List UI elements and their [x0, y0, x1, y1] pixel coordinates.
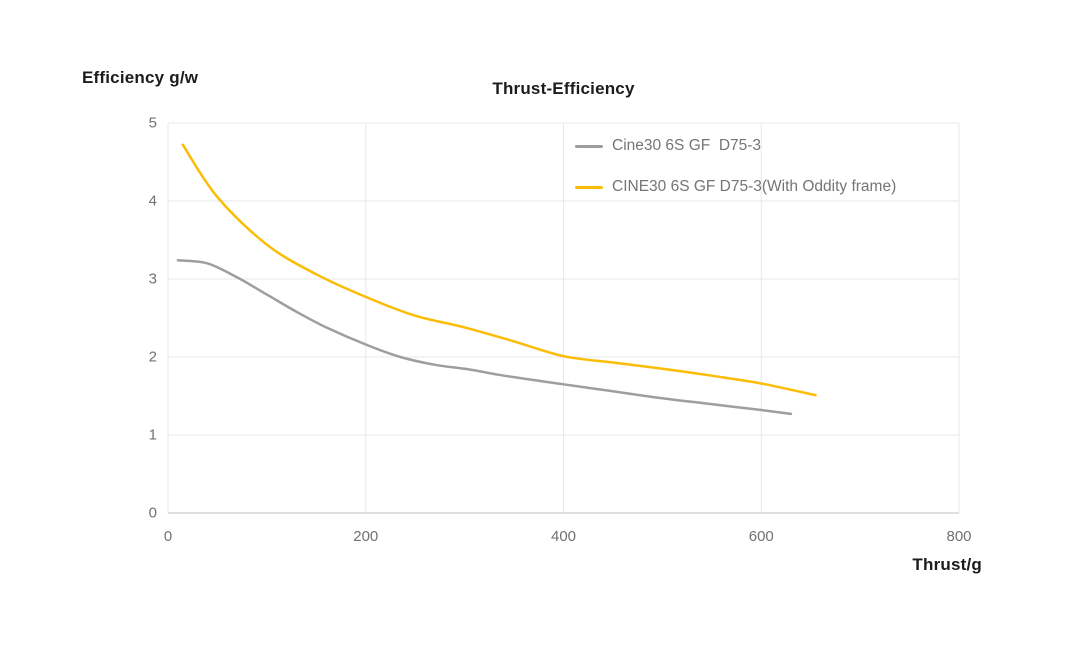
- x-tick-label: 0: [163, 528, 173, 545]
- legend-label: Cine30 6S GF D75-3: [612, 137, 762, 154]
- series-line-1: [181, 143, 817, 397]
- legend-item-cine30: Cine30 6S GF D75-3: [575, 133, 896, 159]
- y-tick-label: 0: [148, 504, 157, 522]
- gray-line-swatch-icon: [575, 144, 603, 148]
- y-tick-label: 4: [148, 192, 157, 210]
- chart-title: Thrust-Efficiency: [492, 79, 635, 98]
- x-tick-label: 600: [748, 528, 774, 545]
- x-tick-label: 800: [946, 528, 972, 545]
- x-tick-label: 400: [550, 528, 577, 545]
- yellow-line-swatch-icon: [575, 185, 603, 189]
- y-tick-label: 2: [148, 348, 157, 366]
- legend-label: CINE30 6S GF D75-3(With Oddity frame): [612, 178, 897, 195]
- x-axis-title: Thrust/g: [912, 555, 982, 574]
- series-line-0: [176, 259, 793, 416]
- y-tick-label: 1: [148, 426, 157, 444]
- y-tick-label: 3: [148, 270, 157, 288]
- y-axis-title: Efficiency g/w: [82, 68, 199, 87]
- legend: Cine30 6S GF D75-3 CINE30 6S GF D75-3(Wi…: [575, 133, 896, 200]
- y-tick-label: 5: [148, 114, 157, 132]
- legend-item-cine30-oddity-frame: CINE30 6S GF D75-3(With Oddity frame): [575, 174, 896, 200]
- x-tick-label: 200: [353, 528, 379, 545]
